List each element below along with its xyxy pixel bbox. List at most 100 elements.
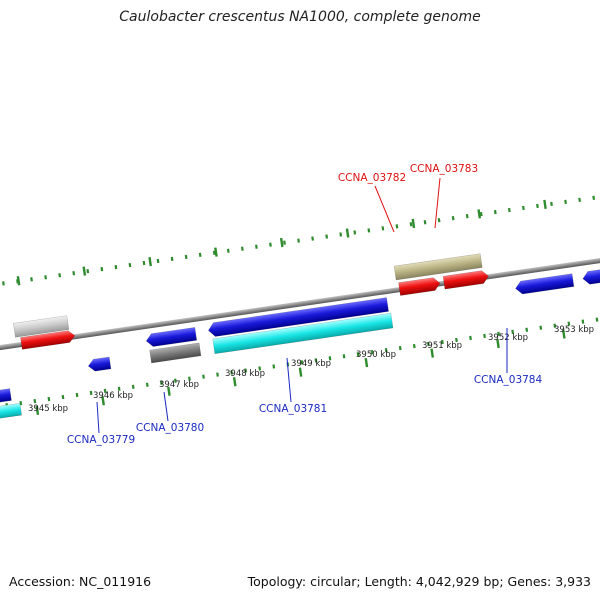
minor-tick: [356, 352, 360, 357]
coordinate-ticks: [2, 195, 599, 415]
forward-gene-arrow[interactable]: [398, 277, 441, 296]
minor-tick: [244, 368, 248, 373]
minor-tick: [33, 398, 37, 404]
minor-tick: [117, 386, 121, 392]
kbp-label: 3950 kbp: [356, 350, 396, 360]
reverse-gene-arrow[interactable]: [515, 273, 575, 295]
reverse-gene-arrow[interactable]: [145, 327, 197, 347]
cyan-feature-box[interactable]: [212, 312, 394, 355]
forward-gene-arrow[interactable]: [442, 270, 489, 290]
minor-tick: [128, 262, 132, 268]
major-tick: [279, 237, 284, 248]
minor-tick: [198, 252, 202, 257]
major-tick: [232, 377, 237, 387]
minor-tick: [328, 356, 332, 361]
minor-tick: [300, 360, 304, 365]
minor-tick: [483, 333, 486, 339]
minor-tick: [592, 195, 596, 200]
minor-tick: [202, 374, 205, 379]
minor-tick: [159, 380, 163, 385]
minor-tick: [47, 396, 51, 402]
minor-tick: [441, 339, 444, 345]
olive-feature-box[interactable]: [393, 253, 483, 281]
minor-tick: [156, 258, 160, 264]
minor-tick: [553, 323, 557, 328]
minor-tick: [455, 337, 458, 343]
accession-text: Accession: NC_011916: [9, 574, 152, 589]
minor-tick: [497, 331, 500, 336]
kbp-label: 3945 kbp: [28, 404, 68, 414]
minor-tick: [44, 275, 47, 280]
major-tick: [496, 338, 500, 349]
gene-label-ccna_03781[interactable]: CCNA_03781: [259, 403, 327, 415]
minor-tick: [72, 271, 76, 276]
minor-tick: [255, 244, 258, 249]
major-tick: [561, 329, 566, 339]
minor-tick: [469, 335, 472, 341]
reverse-gene-arrow[interactable]: [87, 356, 112, 372]
minor-tick: [536, 203, 539, 209]
forward-gene-arrow[interactable]: [20, 330, 76, 350]
major-tick: [148, 256, 152, 267]
kbp-label: 3952 kbp: [488, 333, 528, 343]
minor-tick: [61, 394, 65, 400]
minor-tick: [297, 238, 300, 243]
minor-tick: [367, 228, 371, 233]
reverse-gene-arrow[interactable]: [0, 388, 12, 407]
major-tick: [411, 218, 416, 229]
gene-label-ccna_03784[interactable]: CCNA_03784: [474, 374, 543, 386]
minor-tick: [353, 230, 357, 235]
gene-label-leader: [96, 401, 100, 434]
minor-tick: [184, 254, 188, 260]
gene-label-leader: [163, 391, 169, 422]
gene-label-leader: [286, 357, 292, 403]
minor-tick: [381, 226, 385, 231]
minor-tick: [86, 269, 90, 274]
minor-tick: [283, 240, 286, 245]
major-tick: [430, 348, 435, 358]
gray-feature-box[interactable]: [149, 342, 202, 364]
gene-label-ccna_03782[interactable]: CCNA_03782: [338, 172, 406, 184]
minor-tick: [412, 343, 416, 349]
minor-tick: [19, 400, 23, 406]
minor-tick: [511, 329, 515, 334]
minor-tick: [564, 199, 567, 205]
minor-tick: [595, 317, 599, 322]
minor-tick: [131, 384, 135, 389]
minor-tick: [451, 216, 455, 221]
minor-tick: [174, 378, 177, 383]
gene-label-ccna_03780[interactable]: CCNA_03780: [136, 422, 204, 434]
minor-tick: [188, 376, 191, 381]
minor-tick: [465, 214, 469, 219]
minor-tick: [567, 321, 571, 326]
minor-tick: [342, 354, 346, 359]
minor-tick: [272, 364, 276, 369]
minor-tick: [493, 209, 497, 215]
minor-tick: [114, 264, 118, 270]
kbp-label: 3946 kbp: [93, 391, 133, 401]
minor-tick: [100, 266, 104, 272]
kbp-label: 3949 kbp: [291, 359, 331, 369]
minor-tick: [89, 390, 93, 396]
reverse-gene-arrow[interactable]: [582, 264, 600, 286]
minor-tick: [339, 232, 343, 237]
major-tick: [477, 209, 482, 219]
minor-tick: [226, 248, 230, 253]
map-title: Caulobacter crescentus NA1000, complete …: [119, 9, 481, 25]
minor-tick: [325, 234, 329, 239]
kbp-label: 3951 kbp: [422, 341, 462, 351]
cyan-feature-box[interactable]: [0, 402, 22, 423]
minor-tick: [507, 207, 511, 213]
minor-tick: [314, 358, 318, 363]
minor-tick: [426, 341, 430, 347]
gene-label-ccna_03783[interactable]: CCNA_03783: [410, 163, 478, 175]
minor-tick: [398, 345, 402, 351]
gene-label-ccna_03779[interactable]: CCNA_03779: [67, 434, 135, 446]
reverse-gene-arrow[interactable]: [207, 297, 389, 338]
minor-tick: [539, 325, 543, 330]
major-tick: [543, 199, 547, 209]
major-tick: [167, 386, 171, 396]
minor-tick: [142, 260, 146, 266]
minor-tick: [370, 350, 374, 355]
misc-feature-box[interactable]: [13, 315, 70, 338]
